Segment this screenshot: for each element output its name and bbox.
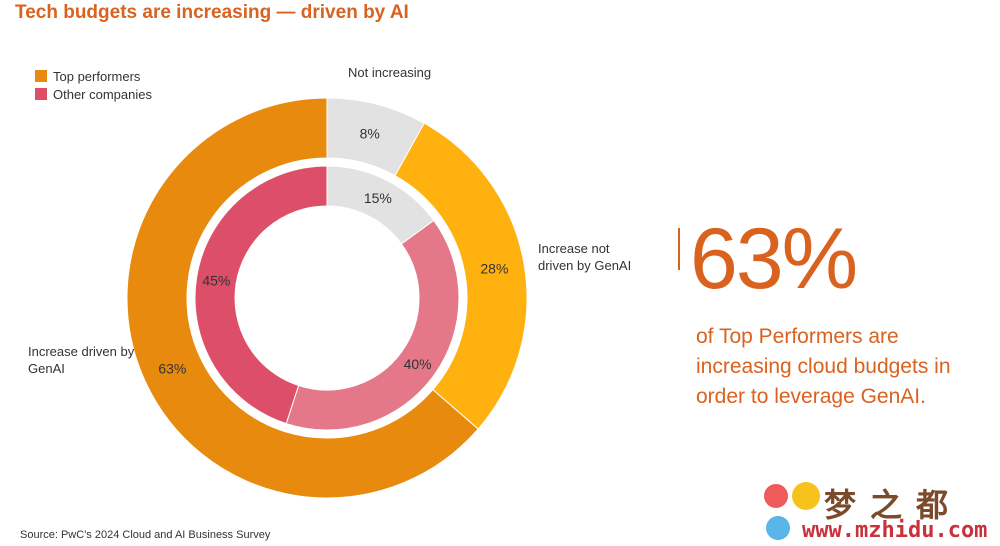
- legend-label-top-performers: Top performers: [53, 68, 141, 84]
- legend-swatch-other-companies: [35, 88, 47, 100]
- legend-item-top-performers: Top performers: [35, 67, 152, 85]
- inner-ring-slice-increase-driven: [194, 165, 328, 425]
- watermark-url: www.mzhidu.com: [802, 518, 988, 543]
- slice-labels: 8% 28% 63% 15% 40% 45%: [158, 125, 508, 376]
- category-label-increase-driven: Increase driven by GenAI: [28, 344, 135, 376]
- inner-ring-label-not-increasing: 15%: [364, 190, 392, 206]
- watermark-bubble-red-icon: [764, 484, 788, 508]
- outer-ring-slice-increase-not-driven: [394, 122, 528, 430]
- chart-title: Tech budgets are increasing — driven by …: [15, 2, 409, 23]
- callout-accent-bar: [678, 228, 680, 270]
- category-label-increase-not-driven: Increase not driven by GenAI: [538, 241, 632, 273]
- legend: Top performers Other companies: [35, 67, 152, 103]
- watermark-bubble-yellow-icon: [792, 482, 820, 510]
- outer-ring-label-not-increasing: 8%: [360, 125, 380, 141]
- legend-item-other-companies: Other companies: [35, 85, 152, 103]
- outer-ring-label-increase-driven: 63%: [158, 361, 186, 377]
- source-note: Source: PwC's 2024 Cloud and AI Business…: [20, 529, 271, 541]
- watermark-chinese-text: 梦之都: [824, 486, 963, 524]
- watermark: 梦之都 www.mzhidu.com: [762, 480, 998, 544]
- outer-ring-slice-increase-driven: [126, 97, 479, 499]
- outer-ring: [126, 97, 528, 499]
- inner-ring-label-increase-driven: 45%: [202, 272, 230, 288]
- inner-ring: [194, 165, 460, 431]
- legend-label-other-companies: Other companies: [53, 86, 152, 102]
- watermark-bubble-blue-icon: [766, 516, 790, 540]
- callout-text: of Top Performers are increasing cloud b…: [696, 325, 951, 408]
- inner-ring-slice-increase-not-driven: [285, 219, 460, 431]
- category-label-not-increasing: Not increasing: [348, 65, 432, 80]
- legend-swatch-top-performers: [35, 70, 47, 82]
- callout-big-number: 63%: [690, 211, 858, 307]
- outer-ring-label-increase-not-driven: 28%: [480, 260, 508, 276]
- inner-ring-label-increase-not-driven: 40%: [404, 356, 432, 372]
